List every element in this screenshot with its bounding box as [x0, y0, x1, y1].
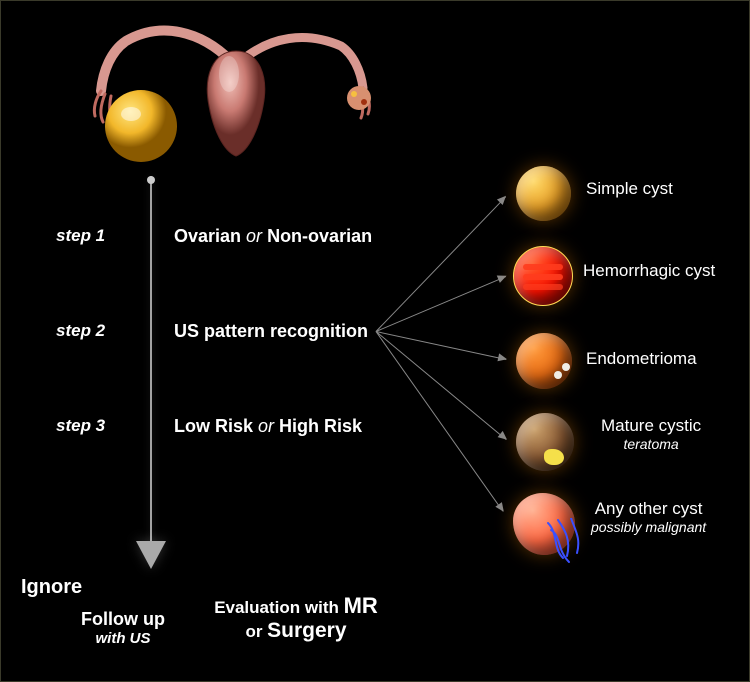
step-text-2: US pattern recognition — [174, 321, 368, 342]
step-text-3: Low Risk or High Risk — [174, 416, 362, 437]
cyst-circle-0 — [516, 166, 571, 221]
endometrioma-dot — [562, 363, 570, 371]
cyst-label-4: Any other cystpossibly malignant — [591, 499, 706, 535]
anatomy-illustration — [91, 16, 371, 166]
cyst-circle-2 — [516, 333, 572, 389]
step-label-3: step 3 — [56, 416, 105, 436]
endometrioma-dot — [554, 371, 562, 379]
step-text-1: Ovarian or Non-ovarian — [174, 226, 372, 247]
step-label-2: step 2 — [56, 321, 105, 341]
outcome-followup: Follow up with US — [81, 609, 165, 647]
outcome-evaluation: Evaluation with MR or Surgery — [196, 593, 396, 643]
main-flow-arrowhead — [136, 541, 166, 569]
eval-mr: MR — [344, 593, 378, 618]
teratoma-nodule — [544, 449, 564, 465]
eval-pre: Evaluation with — [214, 598, 343, 617]
fan-arrow-0 — [376, 196, 507, 332]
main-flow-arrow — [150, 176, 152, 546]
cyst-circle-3 — [516, 413, 574, 471]
eval-or: or — [245, 622, 267, 641]
followup-sub: with US — [81, 630, 165, 647]
fan-arrow-2 — [376, 331, 506, 360]
step-label-1: step 1 — [56, 226, 105, 246]
cyst-label-1: Hemorrhagic cyst — [583, 261, 715, 281]
fan-arrow-1 — [376, 276, 506, 332]
cyst-label-3: Mature cysticteratoma — [601, 416, 701, 452]
outcome-ignore: Ignore — [21, 576, 82, 599]
cyst-circle-1 — [513, 246, 573, 306]
hemorrhagic-bands — [523, 264, 563, 270]
cyst-label-0: Simple cyst — [586, 179, 673, 199]
cyst-label-2: Endometrioma — [586, 349, 697, 369]
eval-surgery: Surgery — [267, 619, 346, 642]
followup-label: Follow up — [81, 609, 165, 629]
